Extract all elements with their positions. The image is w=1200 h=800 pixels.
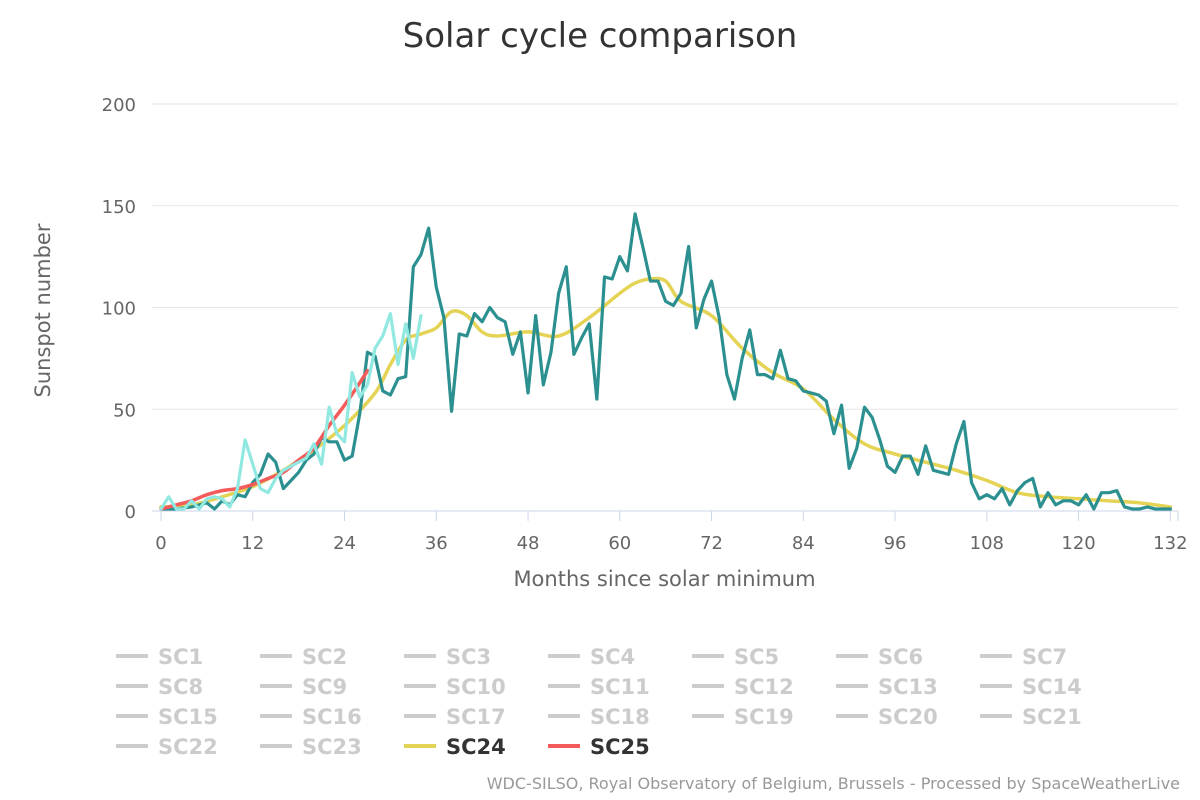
legend-label: SC22 [158,735,218,759]
legend-label: SC15 [158,705,218,729]
legend-label: SC19 [734,705,794,729]
series-line-sc25-smoothed [159,368,370,511]
legend-label: SC24 [446,735,506,759]
legend-item-sc9[interactable]: SC9 [260,675,347,699]
credit-text: WDC-SILSO, Royal Observatory of Belgium,… [487,774,1180,793]
series-line-sc25-monthly [159,312,423,511]
legend-item-sc4[interactable]: SC4 [548,645,635,669]
legend-item-sc21[interactable]: SC21 [980,705,1082,729]
series-line-sc24-smoothed [159,276,1173,509]
y-tick-label: 150 [102,197,136,218]
legend-label: SC10 [446,675,506,699]
legend: SC1 SC2 SC3 SC4 SC5 SC6 SC7 SC8 SC9 SC10 SC11 SC12 S… [116,645,1082,759]
legend-label: SC12 [734,675,794,699]
legend-item-sc8[interactable]: SC8 [116,675,203,699]
x-axis-ticks: 0 12 24 36 48 60 72 84 96 108 120 132 [155,511,1188,554]
legend-item-sc20[interactable]: SC20 [836,705,938,729]
legend-label: SC9 [302,675,347,699]
y-tick-label: 0 [125,502,136,523]
legend-item-sc2[interactable]: SC2 [260,645,347,669]
legend-item-sc13[interactable]: SC13 [836,675,938,699]
legend-label: SC1 [158,645,203,669]
y-axis-label: Sunspot number [31,223,55,397]
legend-item-sc10[interactable]: SC10 [404,675,506,699]
x-tick-label: 96 [884,533,907,554]
y-tick-label: 200 [102,95,136,116]
y-tick-label: 50 [113,400,136,421]
legend-label: SC4 [590,645,635,669]
x-tick-label: 60 [608,533,631,554]
x-tick-label: 24 [333,533,356,554]
x-tick-label: 12 [241,533,264,554]
x-tick-label: 72 [700,533,723,554]
legend-label: SC8 [158,675,203,699]
legend-label: SC7 [1022,645,1067,669]
legend-label: SC21 [1022,705,1082,729]
legend-label: SC16 [302,705,362,729]
legend-label: SC11 [590,675,650,699]
x-tick-label: 0 [155,533,166,554]
legend-label: SC5 [734,645,779,669]
legend-label: SC17 [446,705,506,729]
legend-item-sc18[interactable]: SC18 [548,705,650,729]
legend-item-sc5[interactable]: SC5 [692,645,779,669]
legend-item-sc6[interactable]: SC6 [836,645,923,669]
legend-label: SC25 [590,735,650,759]
legend-label: SC3 [446,645,491,669]
x-axis-label: Months since solar minimum [513,567,815,591]
x-tick-label: 132 [1153,533,1187,554]
legend-item-sc17[interactable]: SC17 [404,705,506,729]
y-tick-label: 100 [102,299,136,320]
x-tick-label: 120 [1061,533,1095,554]
legend-label: SC20 [878,705,938,729]
x-tick-label: 84 [792,533,815,554]
grid [152,103,1178,410]
x-tick-label: 36 [425,533,448,554]
legend-label: SC18 [590,705,650,729]
legend-item-sc22[interactable]: SC22 [116,735,218,759]
x-tick-label: 48 [517,533,540,554]
legend-label: SC23 [302,735,362,759]
legend-label: SC14 [1022,675,1082,699]
legend-item-sc12[interactable]: SC12 [692,675,794,699]
series-line-sc24-monthly [159,212,1172,511]
legend-item-sc11[interactable]: SC11 [548,675,650,699]
legend-item-sc3[interactable]: SC3 [404,645,491,669]
legend-label: SC2 [302,645,347,669]
legend-item-sc1[interactable]: SC1 [116,645,203,669]
legend-item-sc7[interactable]: SC7 [980,645,1067,669]
legend-item-sc14[interactable]: SC14 [980,675,1082,699]
legend-item-sc19[interactable]: SC19 [692,705,794,729]
legend-item-sc25[interactable]: SC25 [548,735,650,759]
chart-title: Solar cycle comparison [403,16,798,56]
legend-item-sc23[interactable]: SC23 [260,735,362,759]
legend-label: SC6 [878,645,923,669]
legend-item-sc15[interactable]: SC15 [116,705,218,729]
x-tick-label: 108 [970,533,1004,554]
y-axis-ticks: 0 50 100 150 200 [102,95,136,523]
legend-item-sc24[interactable]: SC24 [404,735,506,759]
legend-label: SC13 [878,675,938,699]
legend-item-sc16[interactable]: SC16 [260,705,362,729]
series-layer [159,212,1173,511]
